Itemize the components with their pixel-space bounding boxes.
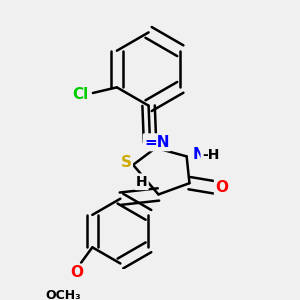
Text: S: S <box>121 154 131 169</box>
Text: -H: -H <box>202 148 219 162</box>
Text: O: O <box>215 180 228 195</box>
Text: =N: =N <box>144 135 170 150</box>
Text: O: O <box>70 265 83 280</box>
Text: H: H <box>136 175 147 189</box>
Text: Cl: Cl <box>72 87 88 102</box>
Text: N: N <box>193 148 206 163</box>
Text: OCH₃: OCH₃ <box>45 289 81 300</box>
